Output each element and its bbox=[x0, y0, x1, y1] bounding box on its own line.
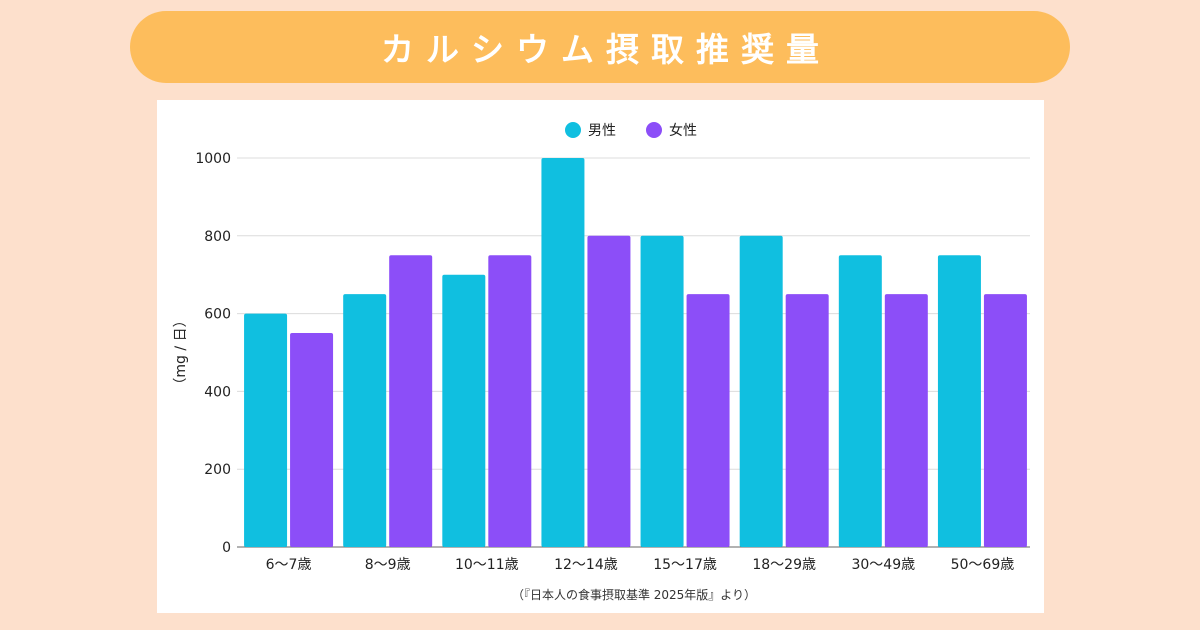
bar-male bbox=[343, 294, 387, 547]
y-tick-label: 600 bbox=[204, 307, 231, 323]
x-tick-label: 8〜9歳 bbox=[365, 557, 411, 573]
legend-label: 男性 bbox=[588, 123, 616, 139]
title-banner: カルシウム摂取推奨量 bbox=[130, 11, 1070, 83]
bar-female bbox=[686, 294, 730, 547]
source-note: （『日本人の食事摂取基準 2025年版』より） bbox=[512, 587, 756, 602]
x-tick-label: 50〜69歳 bbox=[951, 557, 1015, 573]
y-tick-label: 0 bbox=[222, 540, 231, 556]
bar-female bbox=[983, 294, 1027, 547]
bar-male bbox=[838, 255, 882, 547]
x-tick-label: 10〜11歳 bbox=[455, 557, 519, 573]
bar-male bbox=[739, 235, 783, 548]
bar-male bbox=[937, 255, 981, 547]
y-tick-label: 400 bbox=[204, 384, 231, 400]
bar-female bbox=[389, 255, 433, 547]
bar-female bbox=[290, 333, 334, 547]
y-tick-label: 1000 bbox=[195, 151, 231, 167]
bar-male bbox=[442, 274, 486, 547]
legend-swatch bbox=[646, 122, 662, 138]
legend-label: 女性 bbox=[669, 122, 697, 139]
bar-male bbox=[541, 158, 585, 547]
bar-female bbox=[884, 294, 928, 547]
chart-panel: 0 200 400 600 800 1000 （mg / 日） 6〜7歳 8〜9歳 10〜11歳 1… bbox=[157, 100, 1044, 613]
x-tick-label: 6〜7歳 bbox=[266, 557, 312, 573]
bar-male bbox=[640, 235, 684, 548]
y-axis-label: （mg / 日） bbox=[173, 313, 189, 391]
x-tick-label: 18〜29歳 bbox=[752, 557, 816, 573]
bar-female bbox=[587, 235, 631, 548]
bar-male bbox=[244, 313, 288, 547]
x-tick-label: 30〜49歳 bbox=[851, 557, 915, 573]
x-tick-label: 15〜17歳 bbox=[653, 557, 717, 573]
bar-female bbox=[488, 255, 532, 547]
chart-title: カルシウム摂取推奨量 bbox=[381, 30, 831, 69]
bar-female bbox=[785, 294, 829, 547]
y-tick-label: 200 bbox=[204, 462, 231, 478]
legend-swatch bbox=[565, 122, 581, 138]
y-tick-label: 800 bbox=[204, 229, 231, 245]
bar-chart: 0 200 400 600 800 1000 （mg / 日） 6〜7歳 8〜9歳 10〜11歳 1… bbox=[173, 122, 1030, 602]
x-tick-label: 12〜14歳 bbox=[554, 557, 618, 573]
